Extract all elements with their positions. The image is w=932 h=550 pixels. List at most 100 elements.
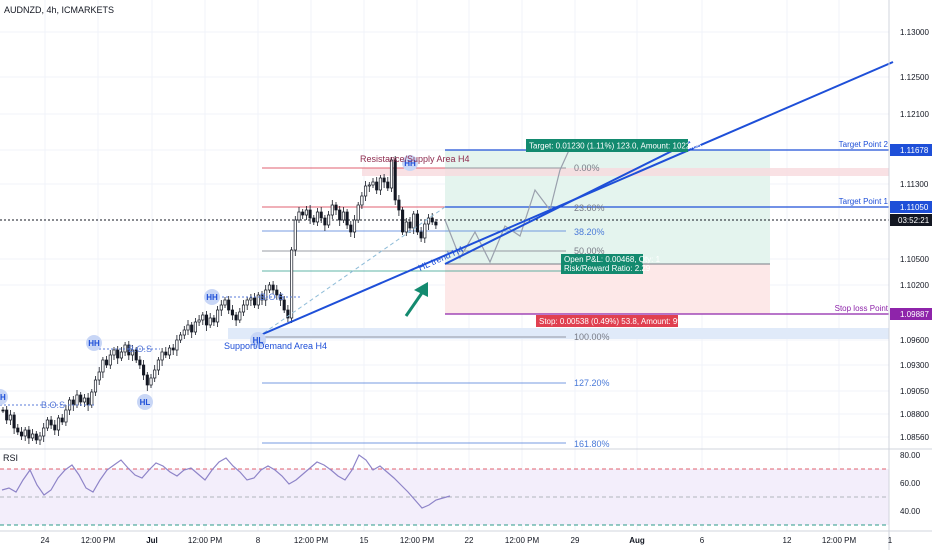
candle-body xyxy=(142,364,146,376)
time-tick: 12 xyxy=(783,536,792,545)
candle-body xyxy=(119,351,123,359)
candle-body xyxy=(53,424,57,431)
candle-body xyxy=(138,359,142,366)
fib-label-100: 100.00% xyxy=(574,332,610,342)
candle-body xyxy=(145,374,149,386)
time-tick: 8 xyxy=(256,536,261,545)
candle-body xyxy=(8,414,12,421)
rsi-tick: 40.00 xyxy=(900,507,921,516)
bos-label-2: B.O.S xyxy=(128,344,152,354)
stop-label-bg xyxy=(536,315,678,327)
candle-body xyxy=(42,427,46,437)
candle-body xyxy=(186,324,190,331)
stop-loss-label: Stop loss Point xyxy=(835,304,889,313)
candle-body xyxy=(167,347,172,356)
candle-body xyxy=(112,349,116,356)
time-tick: Jul xyxy=(146,536,158,545)
candle-body xyxy=(412,213,416,229)
candle-body xyxy=(216,309,220,323)
time-tick: 12:00 PM xyxy=(81,536,116,545)
candle-body xyxy=(349,224,353,233)
candle-body xyxy=(386,181,390,189)
price-tag-target-1: 1.11050 xyxy=(900,203,929,212)
target-point-1-label: Target Point 1 xyxy=(839,197,889,206)
target-label-bg xyxy=(526,139,688,152)
candle-body xyxy=(71,399,75,406)
time-tick: 15 xyxy=(360,536,369,545)
candle-body xyxy=(393,159,397,201)
candle-body xyxy=(212,317,216,323)
candle-body xyxy=(434,221,438,226)
candle-body xyxy=(352,219,357,233)
candle-body xyxy=(60,417,64,423)
candle-body xyxy=(312,217,316,223)
candle-body xyxy=(197,319,201,323)
candle-body xyxy=(153,369,157,379)
target-point-2-label: Target Point 2 xyxy=(839,140,889,149)
candle-body xyxy=(5,409,9,421)
candle-body xyxy=(419,231,423,239)
candle-body xyxy=(201,314,205,321)
symbol-title[interactable]: AUDNZD, 4h, ICMARKETS xyxy=(4,5,114,15)
candle-body xyxy=(171,347,175,351)
candle-body xyxy=(401,209,405,233)
candle-body xyxy=(75,394,79,406)
time-tick: 12:00 PM xyxy=(400,536,435,545)
candle-body xyxy=(330,204,334,216)
candle-body xyxy=(341,211,345,221)
candle-body xyxy=(378,177,382,191)
candle-body xyxy=(82,397,86,403)
price-tag-target-2: 1.11678 xyxy=(900,146,929,155)
time-tick: 12:00 PM xyxy=(822,536,857,545)
pnl-label: Open P&L: 0.00468, Qty: 1 xyxy=(564,255,661,264)
candle-body xyxy=(90,391,94,406)
candle-body xyxy=(415,213,419,233)
candle-body xyxy=(23,429,27,437)
candle-body xyxy=(367,184,371,187)
candle-body xyxy=(101,359,105,373)
rr-label: Risk/Reward Ratio: 2.29 xyxy=(564,264,651,273)
price-axis[interactable]: 1.13000 1.12500 1.12100 1.11300 1.10500 … xyxy=(890,28,932,516)
stop-label: Stop: 0.00538 (0.49%) 53.8, Amount: 990 xyxy=(539,317,687,326)
bos-label-1: B.O.S xyxy=(41,400,65,410)
price-tick: 1.08560 xyxy=(900,433,929,442)
candle-body xyxy=(290,249,294,319)
candle-body xyxy=(179,334,183,341)
fib-label-236: 23.60% xyxy=(574,203,605,213)
candle-body xyxy=(267,284,271,291)
price-tick: 1.12100 xyxy=(900,110,929,119)
fib-label-1272: 127.20% xyxy=(574,378,610,388)
candle-body xyxy=(345,211,349,226)
candle-body xyxy=(315,211,320,223)
candle-body xyxy=(34,433,38,441)
price-tick: 1.08800 xyxy=(900,410,929,419)
fib-label-50: 50.00% xyxy=(574,246,605,256)
bos-label-3: B.O.S xyxy=(260,292,284,302)
price-tick: 1.09600 xyxy=(900,336,929,345)
candle-body xyxy=(426,217,431,225)
candle-body xyxy=(160,351,164,361)
candle-body xyxy=(234,314,238,321)
candle-body xyxy=(319,211,323,219)
time-axis[interactable]: 24 12:00 PM Jul 12:00 PM 8 12:00 PM 15 1… xyxy=(41,536,893,545)
candle-body xyxy=(408,221,412,229)
candle-body xyxy=(105,359,109,366)
candle-body xyxy=(156,359,160,371)
candle-body xyxy=(208,317,212,326)
candle-body xyxy=(423,223,427,239)
candle-body xyxy=(49,419,53,426)
price-tick: 1.11300 xyxy=(900,180,929,189)
time-tick: 24 xyxy=(41,536,50,545)
candle-body xyxy=(327,214,331,226)
rsi-tick: 60.00 xyxy=(900,479,921,488)
arrow-up-icon xyxy=(404,282,428,317)
candle-body xyxy=(19,431,24,437)
candle-body xyxy=(364,185,368,197)
candle-body xyxy=(256,294,260,306)
candle-body xyxy=(190,324,194,333)
candle-body xyxy=(127,344,131,356)
candle-body xyxy=(286,309,290,319)
candle-body xyxy=(64,409,68,423)
time-tick: 12:00 PM xyxy=(294,536,329,545)
